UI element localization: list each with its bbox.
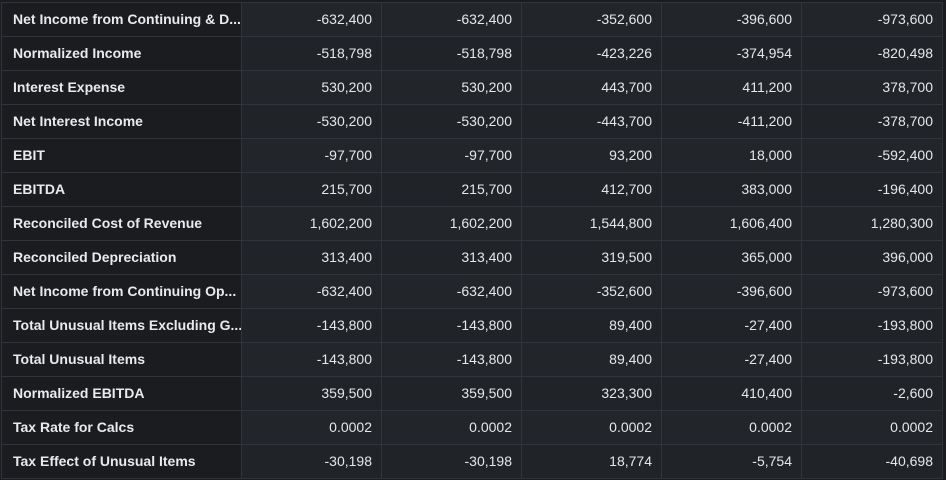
row-label: Net Interest Income [2,105,242,138]
value-cell: -2,600 [802,377,943,410]
value-cell: -378,700 [802,105,943,138]
value-cell: 1,280,300 [802,207,943,240]
value-cell: 0.0002 [662,411,802,444]
value-cell: -374,954 [662,37,802,70]
value-cell: -820,498 [802,37,943,70]
row-label: EBITDA [2,173,242,206]
table-row[interactable]: EBIT -97,700 -97,700 93,200 18,000 -592,400 [2,139,943,173]
table-row[interactable]: Tax Effect of Unusual Items -30,198 -30,19… [2,445,943,479]
value-cell: -518,798 [242,37,382,70]
value-cell: 530,200 [242,71,382,104]
value-cell: 313,400 [242,241,382,274]
value-cell: -193,800 [802,309,943,342]
row-label: Normalized EBITDA [2,377,242,410]
table-row[interactable]: Net Interest Income -530,200 -530,200 -443,… [2,105,943,139]
table-row[interactable]: Net Income from Continuing & D... -632,40… [2,3,943,37]
value-cell: 89,400 [522,343,662,376]
value-cell: -973,600 [802,275,943,308]
value-cell: -30,198 [382,445,522,478]
value-cell: 0.0002 [382,411,522,444]
value-cell: 0.0002 [242,411,382,444]
value-cell: 89,400 [522,309,662,342]
value-cell: 443,700 [522,71,662,104]
value-cell: -352,600 [522,3,662,36]
value-cell: 383,000 [662,173,802,206]
value-cell: -143,800 [382,309,522,342]
value-cell: 1,606,400 [662,207,802,240]
value-cell: 215,700 [242,173,382,206]
row-label: Net Income from Continuing Op... [2,275,242,308]
row-label: Tax Rate for Calcs [2,411,242,444]
value-cell: -5,754 [662,445,802,478]
value-cell: 378,700 [802,71,943,104]
value-cell: 410,400 [662,377,802,410]
value-cell: 93,200 [522,139,662,172]
value-cell: -973,600 [802,3,943,36]
row-label: Total Unusual Items Excluding G... [2,309,242,342]
value-cell: -143,800 [242,309,382,342]
table-row[interactable]: Reconciled Depreciation 313,400 313,400 319… [2,241,943,275]
value-cell: 0.0002 [522,411,662,444]
value-cell: -196,400 [802,173,943,206]
value-cell: 396,000 [802,241,943,274]
table-row[interactable]: Net Income from Continuing Op... -632,400… [2,275,943,309]
value-cell: 319,500 [522,241,662,274]
value-cell: -530,200 [382,105,522,138]
row-label: Net Income from Continuing & D... [2,3,242,36]
value-cell: 412,700 [522,173,662,206]
table-row[interactable]: Interest Expense 530,200 530,200 443,700 411… [2,71,943,105]
value-cell: 313,400 [382,241,522,274]
value-cell: -411,200 [662,105,802,138]
value-cell: -632,400 [382,275,522,308]
table-row[interactable]: Normalized Income -518,798 -518,798 -423,22… [2,37,943,71]
value-cell: -530,200 [242,105,382,138]
value-cell: -143,800 [382,343,522,376]
value-cell: -396,600 [662,3,802,36]
value-cell: 0.0002 [802,411,943,444]
value-cell: 323,300 [522,377,662,410]
value-cell: 530,200 [382,71,522,104]
value-cell: 1,544,800 [522,207,662,240]
row-label: Interest Expense [2,71,242,104]
value-cell: -40,698 [802,445,943,478]
row-label: Reconciled Depreciation [2,241,242,274]
value-cell: -97,700 [382,139,522,172]
table-row[interactable]: Total Unusual Items -143,800 -143,800 89,40… [2,343,943,377]
row-label: Total Unusual Items [2,343,242,376]
value-cell: 18,000 [662,139,802,172]
value-cell: -193,800 [802,343,943,376]
value-cell: -27,400 [662,309,802,342]
value-cell: -143,800 [242,343,382,376]
table-row[interactable]: EBITDA 215,700 215,700 412,700 383,000 -196,4… [2,173,943,207]
table-row[interactable]: Tax Rate for Calcs 0.0002 0.0002 0.0002 0.00… [2,411,943,445]
row-label: Reconciled Cost of Revenue [2,207,242,240]
value-cell: -396,600 [662,275,802,308]
value-cell: -592,400 [802,139,943,172]
value-cell: -352,600 [522,275,662,308]
value-cell: 359,500 [242,377,382,410]
value-cell: 365,000 [662,241,802,274]
row-label: Normalized Income [2,37,242,70]
value-cell: 1,602,200 [242,207,382,240]
table-row[interactable]: Total Unusual Items Excluding G... -143,8… [2,309,943,343]
value-cell: -30,198 [242,445,382,478]
table-row[interactable]: Normalized EBITDA 359,500 359,500 323,300 41… [2,377,943,411]
value-cell: -518,798 [382,37,522,70]
value-cell: -632,400 [382,3,522,36]
value-cell: -632,400 [242,275,382,308]
value-cell: -632,400 [242,3,382,36]
table-row[interactable]: Reconciled Cost of Revenue 1,602,200 1,602… [2,207,943,241]
value-cell: 1,602,200 [382,207,522,240]
value-cell: -443,700 [522,105,662,138]
value-cell: -97,700 [242,139,382,172]
value-cell: 18,774 [522,445,662,478]
value-cell: 359,500 [382,377,522,410]
value-cell: -27,400 [662,343,802,376]
row-label: EBIT [2,139,242,172]
value-cell: 215,700 [382,173,522,206]
value-cell: -423,226 [522,37,662,70]
row-label: Tax Effect of Unusual Items [2,445,242,478]
value-cell: 411,200 [662,71,802,104]
